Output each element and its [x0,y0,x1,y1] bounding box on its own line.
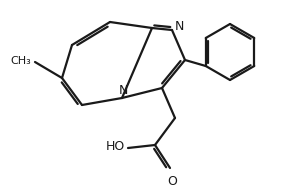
Text: O: O [167,175,177,188]
Text: HO: HO [106,140,125,154]
Text: CH₃: CH₃ [10,56,31,66]
Text: N: N [118,83,128,97]
Text: N: N [174,20,184,32]
